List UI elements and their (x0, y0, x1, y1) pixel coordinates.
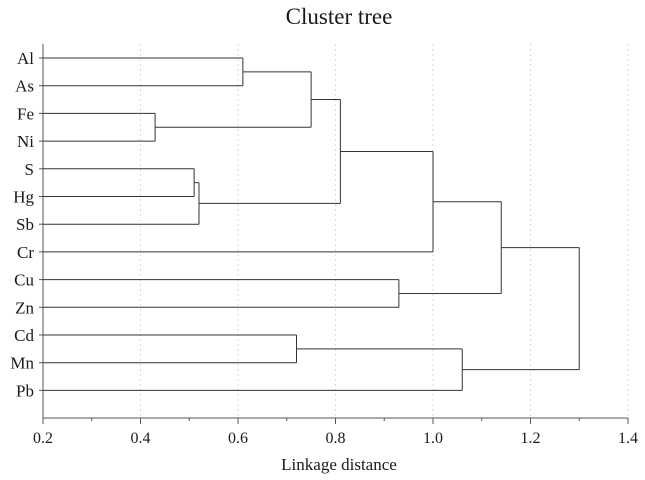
x-axis: 0.2 0.4 0.6 0.8 1.0 1.2 1.4 (33, 44, 638, 447)
grid-lines (140, 44, 629, 418)
chart-title: Cluster tree (286, 4, 393, 29)
leaf-labels: Al As Fe Ni S Hg Sb Cr Cu Zn Cd Mn Pb (10, 49, 34, 400)
leaf-label-as: As (15, 77, 34, 96)
x-axis-label: Linkage distance (281, 455, 397, 474)
leaf-label-cd: Cd (14, 326, 34, 345)
x-tick-label: 0.6 (228, 430, 248, 447)
leaf-label-hg: Hg (13, 188, 34, 207)
dendrogram-links (43, 57, 580, 391)
x-tick-label: 1.4 (618, 430, 638, 447)
leaf-label-cu: Cu (14, 271, 34, 290)
leaf-label-pb: Pb (16, 381, 34, 400)
leaf-label-cr: Cr (17, 243, 34, 262)
leaf-label-al: Al (17, 49, 34, 68)
x-tick-label: 1.0 (423, 430, 443, 447)
x-tick-label: 0.4 (131, 430, 151, 447)
leaf-label-s: S (25, 160, 34, 179)
leaf-label-fe: Fe (17, 104, 34, 123)
leaf-label-mn: Mn (10, 354, 34, 373)
leaf-label-ni: Ni (17, 132, 34, 151)
leaf-label-zn: Zn (15, 298, 34, 317)
x-tick-label: 1.2 (521, 430, 541, 447)
x-tick-label: 0.2 (33, 430, 53, 447)
x-tick-label: 0.8 (326, 430, 346, 447)
leaf-label-sb: Sb (16, 215, 34, 234)
